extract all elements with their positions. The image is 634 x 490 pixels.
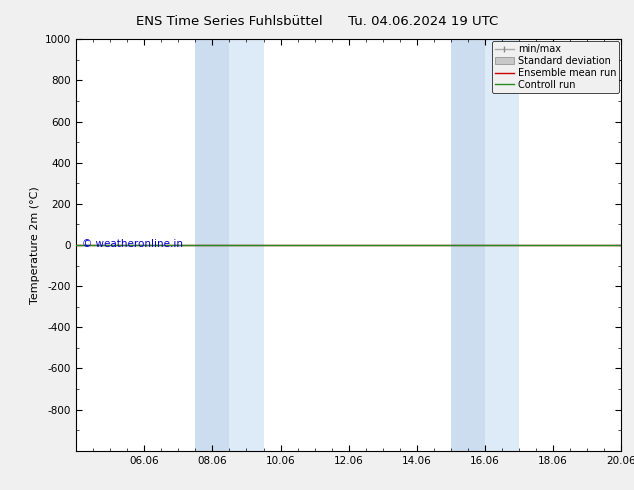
Bar xyxy=(230,39,264,451)
Text: ENS Time Series Fuhlsbüttel      Tu. 04.06.2024 19 UTC: ENS Time Series Fuhlsbüttel Tu. 04.06.20… xyxy=(136,15,498,28)
Y-axis label: Temperature 2m (°C): Temperature 2m (°C) xyxy=(30,186,39,304)
Legend: min/max, Standard deviation, Ensemble mean run, Controll run: min/max, Standard deviation, Ensemble me… xyxy=(492,41,619,93)
Bar xyxy=(195,39,230,451)
Bar xyxy=(485,39,519,451)
Bar xyxy=(451,39,485,451)
Text: © weatheronline.in: © weatheronline.in xyxy=(82,239,183,249)
